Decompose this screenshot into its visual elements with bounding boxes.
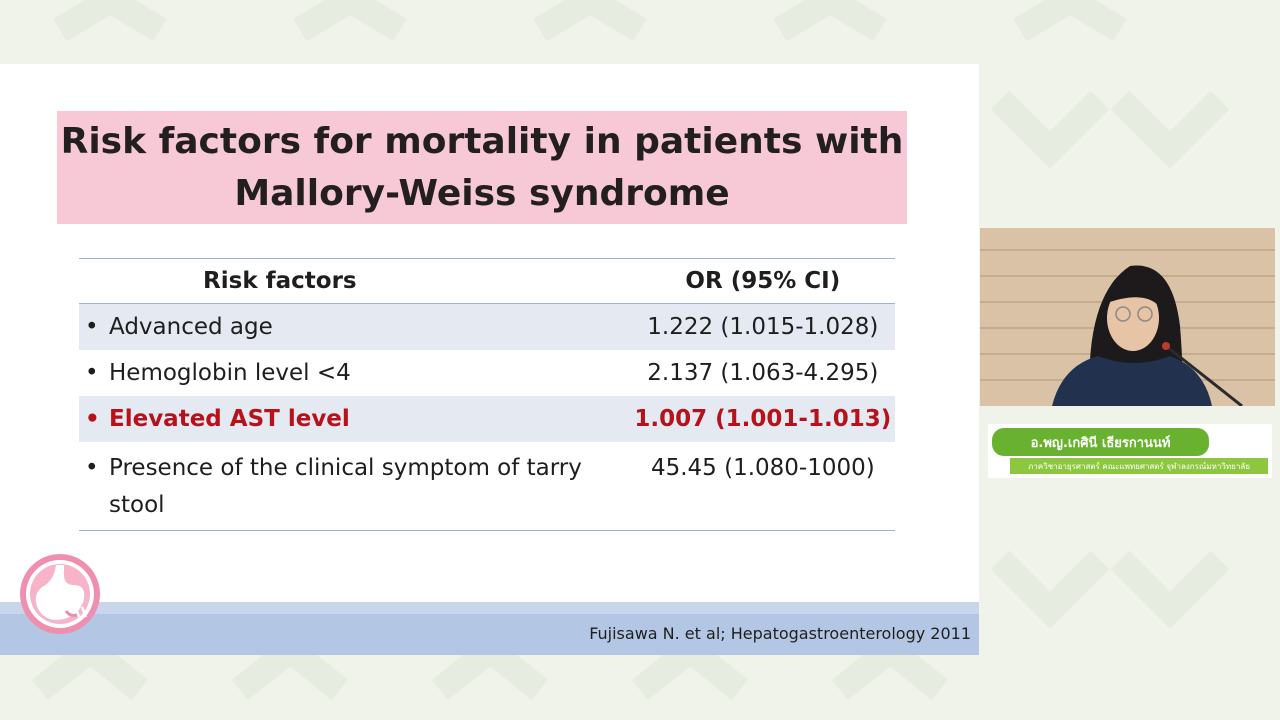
title-band: Risk factors for mortality in patients w… — [57, 111, 907, 224]
bullet: • — [85, 455, 99, 481]
footer-divider — [0, 602, 979, 614]
presenter-name-card: อ.พญ.เกศินี เธียรกานนท์ ภาควิชาอายุรศาสต… — [988, 424, 1272, 478]
presenter-department: ภาควิชาอายุรศาสตร์ คณะแพทยศาสตร์ จุฬาลงก… — [1010, 458, 1268, 474]
risk-factor: Presence of the clinical symptom of tarr… — [109, 455, 582, 518]
presenter-video — [980, 228, 1275, 406]
stomach-logo-icon — [20, 554, 100, 634]
table-row-highlighted: • Elevated AST level 1.007 (1.001-1.013) — [79, 396, 895, 442]
table-header-row: Risk factors OR (95% CI) — [79, 258, 895, 304]
bullet: • — [85, 359, 99, 386]
odds-ratio: 45.45 (1.080-1000) — [630, 442, 895, 531]
bullet: • — [85, 313, 99, 340]
slide-title: Risk factors for mortality in patients w… — [60, 120, 904, 214]
risk-factor: Elevated AST level — [109, 405, 350, 432]
citation: Fujisawa N. et al; Hepatogastroenterolog… — [589, 624, 971, 643]
slide: Risk factors for mortality in patients w… — [0, 64, 979, 655]
table-row: • Presence of the clinical symptom of tar… — [79, 442, 895, 531]
table-row: • Hemoglobin level <4 2.137 (1.063-4.295) — [79, 350, 895, 396]
header-risk-factors: Risk factors — [79, 258, 631, 304]
risk-factor: Hemoglobin level <4 — [109, 359, 351, 386]
risk-factor-table: Risk factors OR (95% CI) • Advanced age 1… — [79, 258, 895, 531]
risk-factor: Advanced age — [109, 313, 273, 340]
odds-ratio: 1.222 (1.015-1.028) — [630, 303, 895, 350]
presenter-name: อ.พญ.เกศินี เธียรกานนท์ — [992, 428, 1209, 456]
odds-ratio: 2.137 (1.063-4.295) — [647, 359, 879, 386]
odds-ratio: 1.007 (1.001-1.013) — [630, 396, 895, 442]
table-row: • Advanced age 1.222 (1.015-1.028) — [79, 303, 895, 350]
header-odds-ratio: OR (95% CI) — [630, 258, 895, 304]
bullet: • — [85, 405, 100, 432]
footer-bar: Fujisawa N. et al; Hepatogastroenterolog… — [0, 602, 979, 655]
